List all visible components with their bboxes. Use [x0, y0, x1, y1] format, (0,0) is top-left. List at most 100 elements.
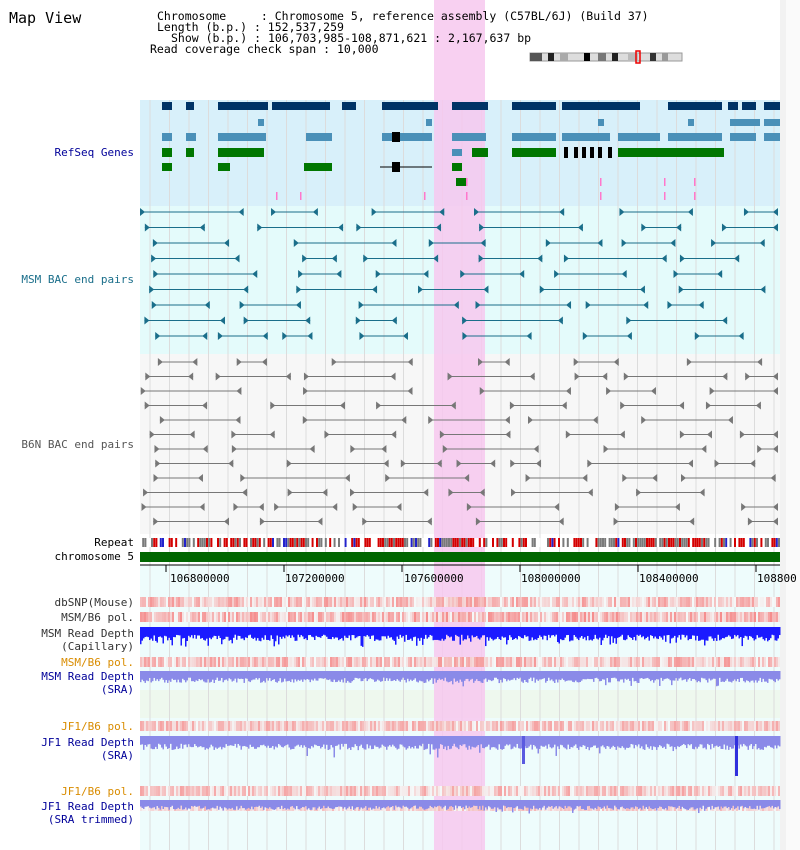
read-depth-bar: [450, 736, 452, 749]
read-depth-bar: [677, 627, 679, 638]
track-label-msm-b6-pol-2[interactable]: MSM/B6 pol.: [61, 656, 134, 669]
read-depth-bar: [434, 671, 436, 679]
read-depth-bar: [692, 800, 694, 808]
polymorphism-cell: [458, 597, 460, 607]
polymorphism-cell: [438, 721, 440, 731]
track-label-jf1-b6-pol-2[interactable]: JF1/B6 pol.: [61, 785, 134, 798]
polymorphism-cell: [530, 721, 532, 731]
read-depth-bar: [585, 736, 587, 749]
polymorphism-cell: [244, 786, 246, 796]
polymorphism-cell: [724, 657, 726, 667]
polymorphism-cell: [564, 801, 566, 811]
read-depth-bar: [410, 671, 412, 680]
read-depth-bar: [336, 736, 338, 746]
read-depth-bar: [326, 627, 328, 637]
read-depth-bar: [594, 800, 596, 808]
polymorphism-cell: [598, 721, 600, 731]
read-depth-bar: [306, 736, 308, 756]
track-label-jf1-depth-sra[interactable]: JF1 Read Depth: [41, 736, 134, 749]
read-depth-bar: [294, 671, 296, 680]
read-depth-bar: [188, 627, 190, 636]
polymorphism-cell: [744, 597, 746, 607]
gene-exon: [562, 102, 640, 110]
read-depth-bar: [179, 800, 181, 809]
polymorphism-cell: [554, 657, 556, 667]
repeat-element: [606, 538, 609, 547]
read-depth-bar: [501, 671, 503, 683]
polymorphism-cell: [226, 612, 228, 622]
read-depth-bar: [297, 671, 299, 680]
read-depth-bar: [237, 627, 239, 636]
repeat-element: [498, 538, 501, 547]
read-depth-bar: [345, 800, 347, 810]
polymorphism-cell: [618, 786, 620, 796]
polymorphism-cell: [518, 721, 520, 731]
polymorphism-cell: [734, 657, 736, 667]
bac-end-marker: [439, 208, 445, 216]
polymorphism-cell: [542, 721, 544, 731]
polymorphism-cell: [550, 612, 552, 622]
repeat-element: [525, 538, 527, 547]
read-depth-bar: [557, 800, 559, 809]
track-label-jf1-b6-pol-1[interactable]: JF1/B6 pol.: [61, 720, 134, 733]
track-label-b6n-bac[interactable]: B6N BAC end pairs: [21, 438, 134, 451]
polymorphism-cell: [422, 597, 424, 607]
repeat-element: [379, 538, 382, 547]
polymorphism-cell: [654, 597, 656, 607]
read-depth-bar: [714, 671, 716, 679]
track-label-repeat[interactable]: Repeat: [94, 536, 134, 549]
track-label-msm-depth-cap[interactable]: MSM Read Depth: [41, 627, 134, 640]
read-depth-bar: [215, 800, 217, 809]
polymorphism-cell: [698, 597, 700, 607]
polymorphism-cell: [264, 721, 266, 731]
track-label-refseq[interactable]: RefSeq Genes: [54, 146, 134, 159]
polymorphism-cell: [254, 721, 256, 731]
polymorphism-cell: [772, 612, 774, 622]
read-depth-bar: [444, 736, 446, 747]
polymorphism-cell: [634, 612, 636, 622]
polymorphism-cell: [186, 657, 188, 667]
polymorphism-cell: [494, 612, 496, 622]
read-depth-bar: [446, 627, 448, 635]
polymorphism-cell: [762, 721, 764, 731]
polymorphism-cell: [664, 612, 666, 622]
repeat-element: [302, 538, 305, 547]
polymorphism-cell: [362, 721, 364, 731]
polymorphism-cell: [500, 786, 502, 796]
read-depth-bar: [140, 800, 142, 807]
repeat-element: [641, 538, 644, 547]
track-label-dbsnp[interactable]: dbSNP(Mouse): [54, 596, 134, 609]
read-depth-bar: [708, 736, 710, 746]
polymorphism-cell: [704, 786, 706, 796]
read-depth-bar: [723, 800, 725, 807]
track-label-msm-bac[interactable]: MSM BAC end pairs: [21, 273, 134, 286]
read-depth-bar: [165, 671, 167, 681]
polymorphism-cell: [470, 612, 472, 622]
read-depth-bar: [677, 736, 679, 747]
track-label-jf1-depth-trim[interactable]: JF1 Read Depth: [41, 800, 134, 813]
read-depth-bar: [585, 800, 587, 810]
polymorphism-cell: [494, 786, 496, 796]
polymorphism-cell: [384, 597, 386, 607]
read-depth-bar: [360, 800, 362, 808]
gene-exon: [562, 133, 610, 141]
read-depth-bar: [624, 627, 626, 641]
polymorphism-cell: [710, 786, 712, 796]
polymorphism-cell: [274, 721, 276, 731]
polymorphism-cell: [456, 657, 458, 667]
polymorphism-cell: [424, 597, 426, 607]
polymorphism-cell: [204, 657, 206, 667]
read-depth-bar: [315, 627, 317, 636]
read-depth-bar: [393, 800, 395, 810]
polymorphism-cell: [222, 597, 224, 607]
track-label-msm-depth-sra[interactable]: MSM Read Depth: [41, 670, 134, 683]
read-depth-bar: [485, 671, 487, 679]
bac-end-marker: [539, 285, 545, 294]
bac-end-marker: [204, 301, 210, 309]
track-label-msm-b6-pol-1[interactable]: MSM/B6 pol.: [61, 611, 134, 624]
read-depth-bar: [492, 627, 494, 641]
read-depth-bar: [224, 671, 226, 681]
bac-end-marker: [622, 474, 628, 482]
